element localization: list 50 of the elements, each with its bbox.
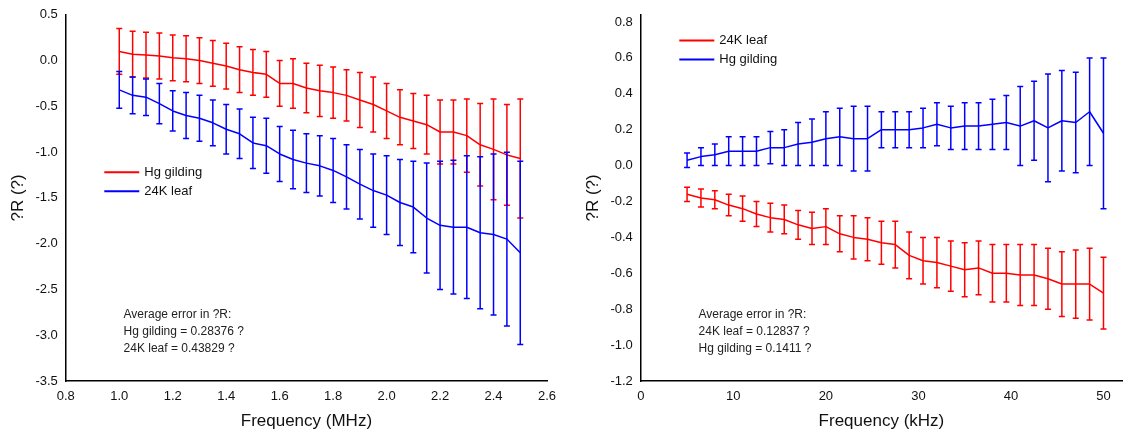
y-tick-label: -1.5	[35, 189, 58, 205]
x-tick-label: 1.4	[217, 388, 236, 404]
y-axis-title: ?R (?)	[7, 174, 27, 222]
x-tick-label: 2.4	[484, 388, 503, 404]
x-tick-label: 40	[1003, 388, 1019, 404]
y-tick-label: -0.6	[610, 264, 633, 280]
y-tick-label: -1.0	[610, 336, 633, 352]
x-tick-label: 1.2	[163, 388, 182, 404]
y-tick-label: -0.2	[610, 193, 633, 209]
y-axis-title: ?R (?)	[582, 174, 602, 222]
x-tick-label: 0.8	[56, 388, 75, 404]
annotation: 24K leaf = 0.43829 ?	[123, 341, 235, 356]
x-tick-label: 2.2	[431, 388, 450, 404]
legend-label: 24K leaf	[144, 182, 193, 198]
annotation: 24K leaf = 0.12837 ?	[698, 324, 810, 339]
x-tick-label: 0	[637, 388, 645, 404]
y-tick-label: -3.0	[35, 326, 58, 342]
annotation: Hg gilding = 0.28376 ?	[123, 324, 245, 339]
y-tick-label: 0.4	[614, 85, 633, 101]
annotation: Average error in ?R:	[123, 307, 232, 322]
annotation: Hg gilding = 0.1411 ?	[698, 341, 812, 356]
y-tick-label: -1.2	[610, 372, 633, 388]
y-tick-label: 0.5	[39, 6, 58, 22]
annotation: Average error in ?R:	[698, 307, 807, 322]
y-tick-label: -0.5	[35, 97, 58, 113]
y-tick-label: 0.0	[614, 157, 633, 173]
y-tick-label: -2.5	[35, 281, 58, 297]
y-tick-label: -3.5	[35, 372, 58, 388]
y-tick-label: 0.2	[614, 121, 633, 137]
y-tick-label: 0.0	[39, 52, 58, 68]
legend-label: Hg gilding	[144, 163, 203, 179]
legend-label: Hg gilding	[719, 51, 778, 67]
x-axis-title: Frequency (MHz)	[240, 411, 373, 431]
y-tick-label: -2.0	[35, 235, 58, 251]
x-tick-label: 50	[1096, 388, 1111, 404]
y-tick-label: -0.4	[610, 228, 633, 244]
x-tick-label: 2.6	[537, 388, 557, 404]
x-tick-label: 1.6	[270, 388, 289, 404]
y-tick-label: -0.8	[610, 300, 633, 316]
x-axis-title: Frequency (kHz)	[818, 411, 945, 431]
y-tick-label: 0.6	[614, 49, 633, 65]
x-tick-label: 10	[726, 388, 741, 404]
y-tick-label: -1.0	[35, 143, 58, 159]
x-tick-label: 2.0	[377, 388, 396, 404]
x-tick-label: 30	[911, 388, 926, 404]
x-tick-label: 20	[818, 388, 834, 404]
x-tick-label: 1.0	[110, 388, 129, 404]
x-tick-label: 1.8	[324, 388, 343, 404]
legend-label: 24K leaf	[719, 32, 768, 48]
y-tick-label: 0.8	[614, 13, 633, 29]
